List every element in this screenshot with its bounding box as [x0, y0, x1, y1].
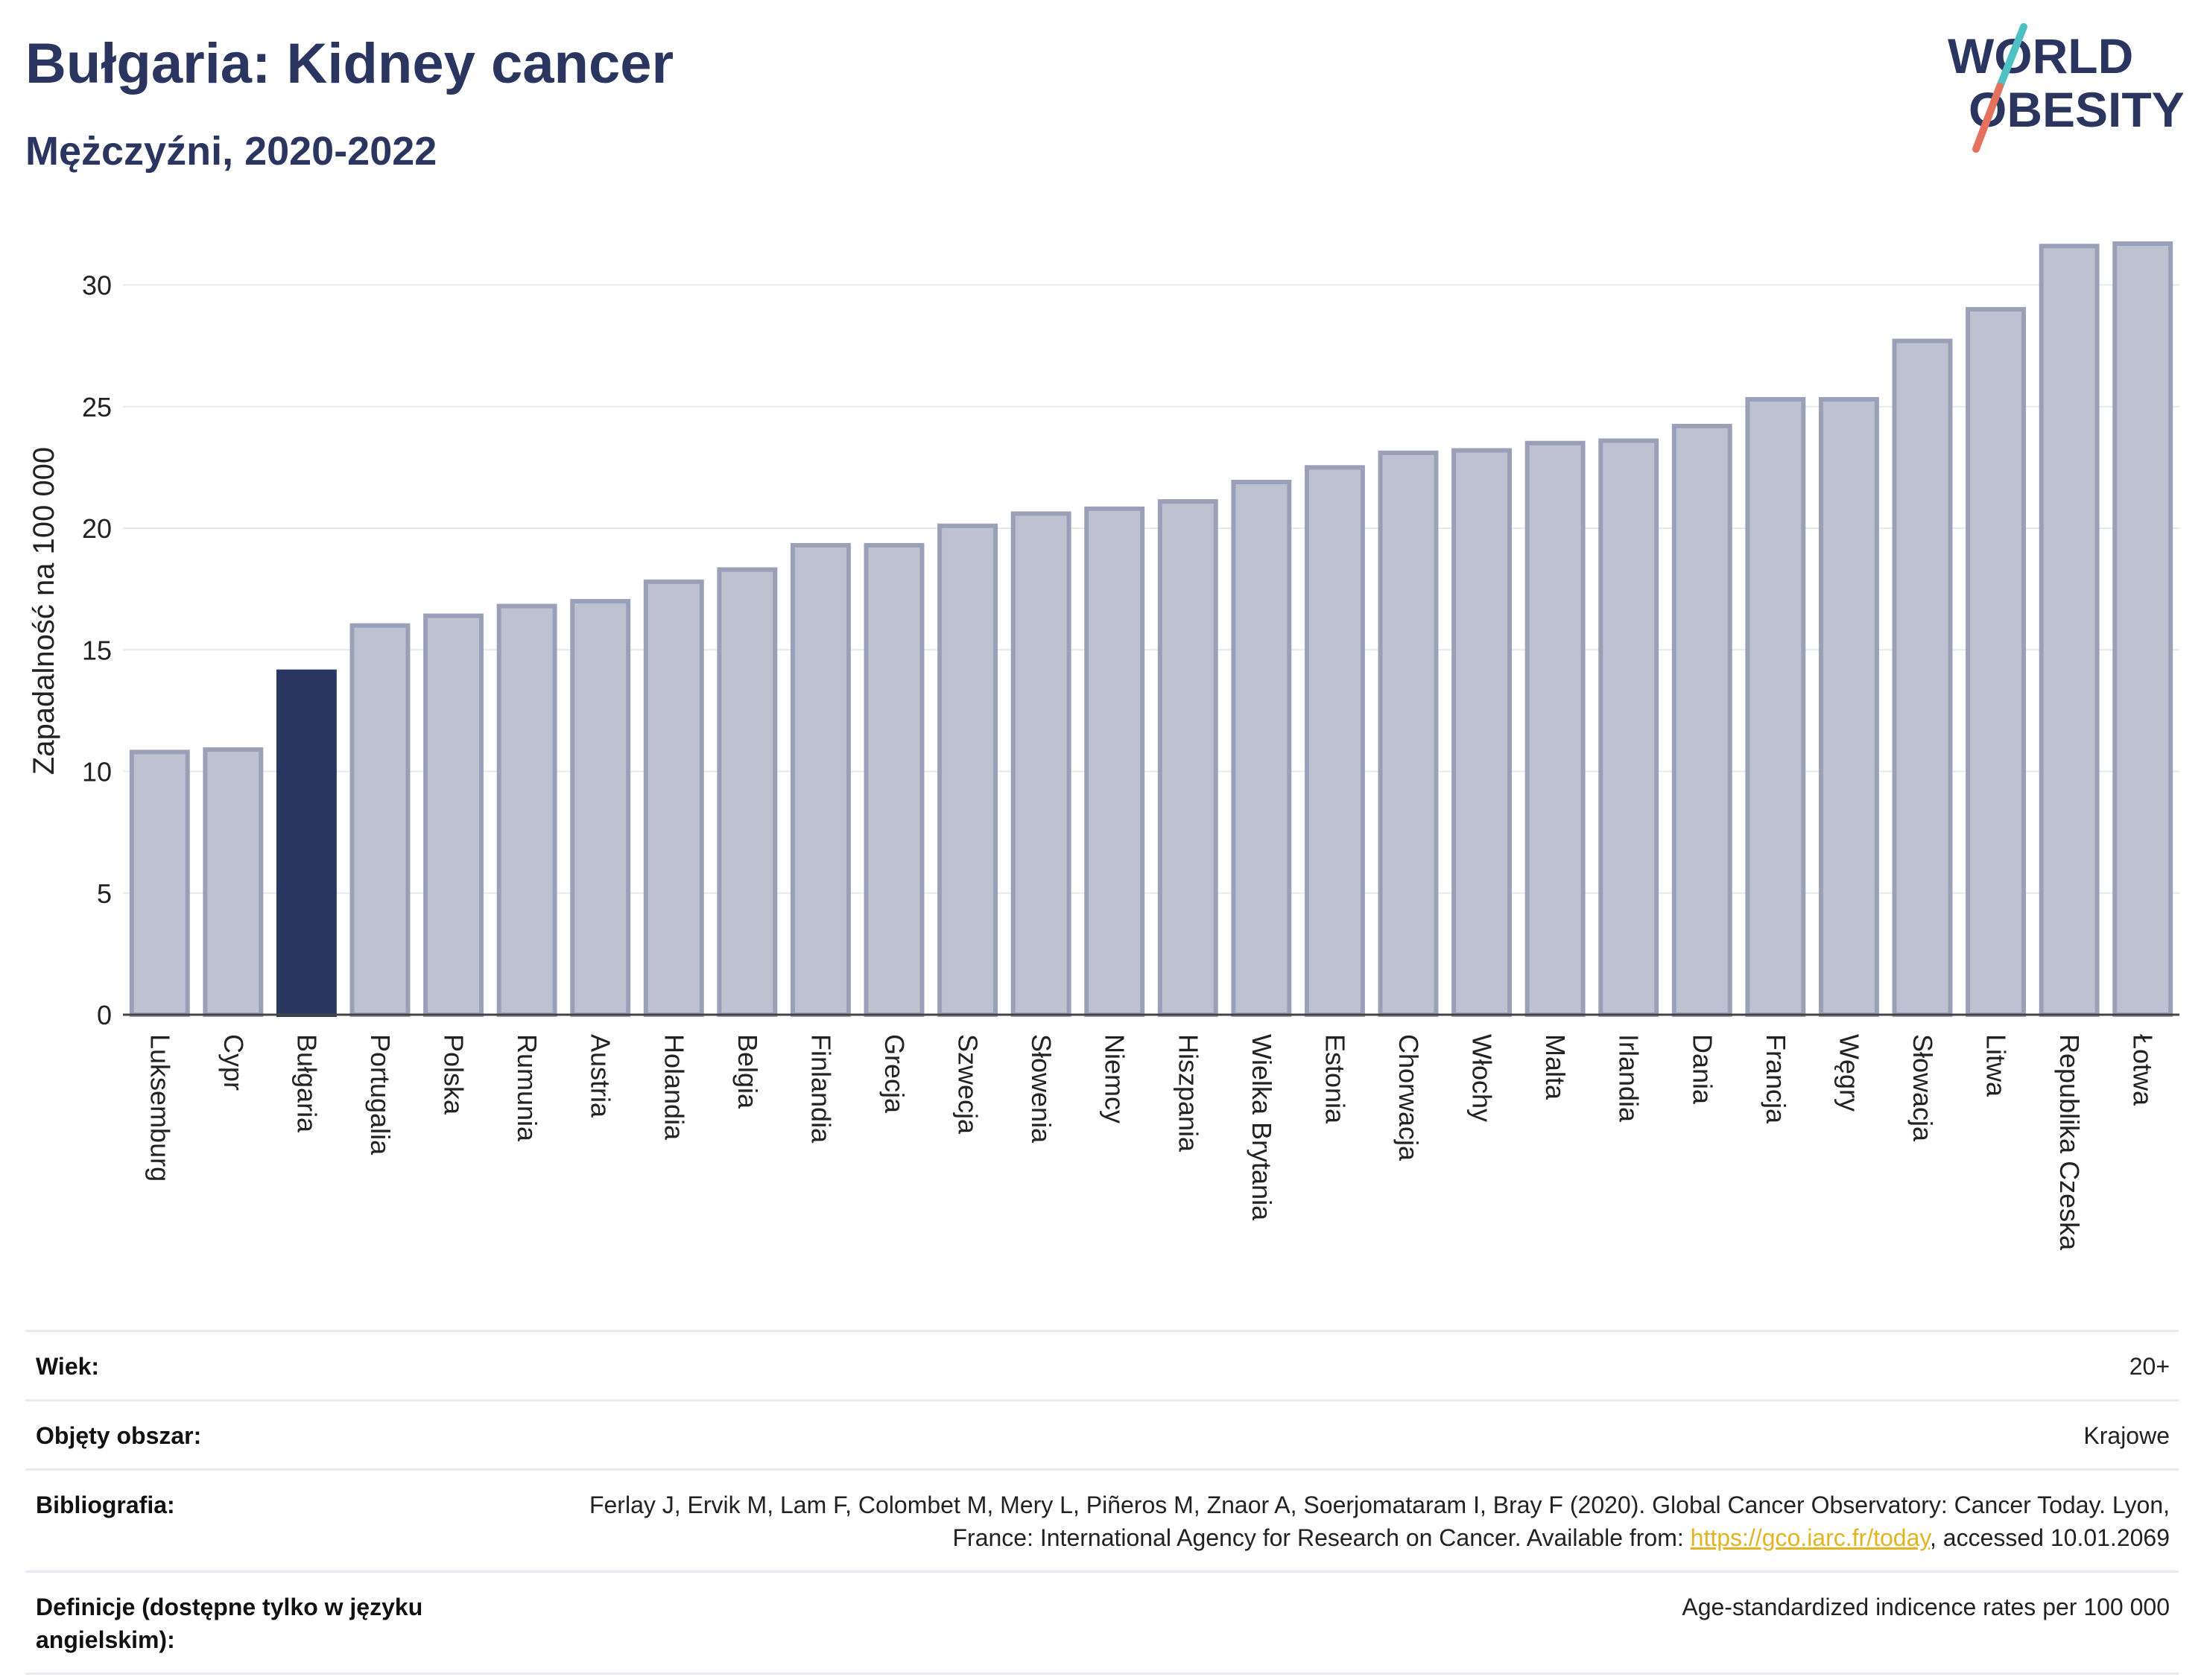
x-tick-label: Austria [586, 1034, 616, 1118]
bibliography-text: Ferlay J, Ervik M, Lam F, Colombet M, Me… [589, 1492, 2170, 1551]
bar-węgry [1818, 396, 1879, 1017]
x-tick-label: Grecja [879, 1034, 910, 1114]
meta-value-coverage: Krajowe [2083, 1422, 2170, 1449]
meta-row-coverage: Objęty obszar: Krajowe [25, 1399, 2179, 1468]
bar-szwecja [937, 523, 998, 1017]
bar-dania [1671, 423, 1732, 1017]
bar-cypr [203, 747, 264, 1017]
bar-hiszpania [1157, 499, 1218, 1017]
logo-slash-bottom [1972, 83, 2004, 153]
y-axis-ticks: 0 5 10 15 20 25 30 [82, 270, 112, 1031]
meta-label-definitions: Definicje (dostępne tylko w języku angie… [36, 1594, 423, 1653]
bar-chart: 0 5 10 15 20 25 30 Zapadalność na 100 000 Luks… [28, 241, 2179, 1251]
meta-label-bibliography: Bibliografia: [36, 1492, 175, 1518]
bar-francja [1745, 396, 1806, 1017]
bibliography-link[interactable]: https://gco.iarc.fr/today [1690, 1524, 1930, 1551]
x-tick-label: Słowenia [1026, 1034, 1057, 1144]
x-tick-label: Węgry [1834, 1034, 1864, 1112]
x-tick-label: Dania [1687, 1034, 1717, 1105]
bar-austria [570, 598, 631, 1017]
meta-row-definitions: Definicje (dostępne tylko w języku angie… [25, 1570, 2179, 1675]
x-tick-label: Rumunia [512, 1034, 542, 1142]
bar-wielka-brytania [1231, 479, 1292, 1017]
bar-estonia [1304, 465, 1365, 1017]
bar-rumunia [496, 603, 557, 1017]
bar-holandia [643, 579, 704, 1017]
y-tick-label: 15 [82, 635, 112, 665]
y-tick-label: 25 [82, 392, 112, 422]
x-tick-label: Polska [439, 1034, 469, 1115]
meta-value-definitions: Age-standardized indicence rates per 100… [1682, 1594, 2170, 1620]
metadata-table: Wiek: 20+ Objęty obszar: Krajowe Bibliog… [25, 1330, 2179, 1675]
bar-niemcy [1084, 506, 1145, 1017]
x-tick-label: Słowacja [1907, 1034, 1938, 1142]
x-tick-label: Szwecja [953, 1034, 984, 1135]
x-tick-label: Niemcy [1100, 1034, 1130, 1123]
x-tick-label: Łotwa [2128, 1034, 2159, 1106]
world-obesity-logo: WORLD OBESITY [1948, 23, 2183, 153]
meta-label-age: Wiek: [36, 1353, 100, 1380]
bar-republika-czeska [2039, 244, 2100, 1017]
bar-łotwa [2112, 241, 2173, 1017]
meta-row-bibliography: Bibliografia: Ferlay J, Ervik M, Lam F, … [25, 1468, 2179, 1570]
x-tick-label: Litwa [1981, 1034, 2012, 1097]
x-tick-label: Irlandia [1614, 1034, 1644, 1123]
y-tick-label: 30 [82, 270, 112, 301]
y-tick-label: 0 [97, 1000, 112, 1030]
meta-row-age: Wiek: 20+ [25, 1330, 2179, 1399]
x-tick-label: Holandia [659, 1034, 689, 1141]
x-axis-ticks: Luksemburg Cypr Bułgaria Portugalia Polska Ru… [145, 1034, 2158, 1251]
x-tick-label: Hiszpania [1173, 1034, 1203, 1153]
meta-value-bibliography: Ferlay J, Ervik M, Lam F, Colombet M, Me… [568, 1489, 2170, 1554]
y-tick-label: 5 [97, 878, 112, 909]
x-tick-label: Wielka Brytania [1247, 1034, 1277, 1221]
x-tick-label: Republika Czeska [2054, 1034, 2085, 1251]
bar-luksemburg [129, 749, 190, 1017]
bar-finlandia [790, 542, 851, 1017]
bar-irlandia [1598, 438, 1659, 1017]
x-tick-label: Cypr [218, 1034, 249, 1091]
page-title: Bułgaria: Kidney cancer [25, 32, 674, 95]
x-tick-label: Malta [1540, 1034, 1571, 1100]
page-subtitle: Mężczyźni, 2020-2022 [25, 129, 437, 174]
logo-line-1: WORLD [1948, 28, 2133, 83]
bar-słowacja [1892, 338, 1953, 1018]
y-tick-label: 10 [82, 757, 112, 787]
x-tick-label: Finlandia [805, 1034, 836, 1144]
x-tick-label: Belgia [732, 1034, 763, 1109]
logo-line-2: OBESITY [1969, 82, 2183, 137]
bar-malta [1524, 440, 1586, 1017]
meta-label-coverage: Objęty obszar: [36, 1422, 202, 1449]
logo-slash-top [1996, 23, 2027, 90]
x-tick-label: Chorwacja [1393, 1034, 1424, 1161]
bars [129, 241, 2173, 1018]
bar-słowenia [1010, 511, 1071, 1017]
bar-włochy [1451, 448, 1513, 1017]
x-tick-label: Estonia [1320, 1034, 1350, 1124]
bar-belgia [717, 567, 778, 1017]
x-tick-label: Portugalia [365, 1034, 396, 1156]
bar-polska [423, 613, 484, 1017]
bar-grecja [864, 542, 925, 1017]
meta-value-age: 20+ [2129, 1353, 2170, 1380]
bar-chorwacja [1378, 450, 1439, 1017]
x-tick-label: Bułgaria [291, 1034, 322, 1133]
bar-portugalia [349, 623, 411, 1017]
x-tick-label: Luksemburg [145, 1034, 175, 1182]
bibliography-accessed: , accessed 10.01.2069 [1929, 1524, 2170, 1551]
x-tick-label: Włochy [1467, 1034, 1498, 1122]
bar-litwa [1966, 307, 2027, 1017]
y-axis-label: Zapadalność na 100 000 [28, 447, 60, 775]
x-tick-label: Francja [1761, 1034, 1791, 1124]
y-tick-label: 20 [82, 513, 112, 544]
bar-bułgaria [276, 669, 337, 1017]
